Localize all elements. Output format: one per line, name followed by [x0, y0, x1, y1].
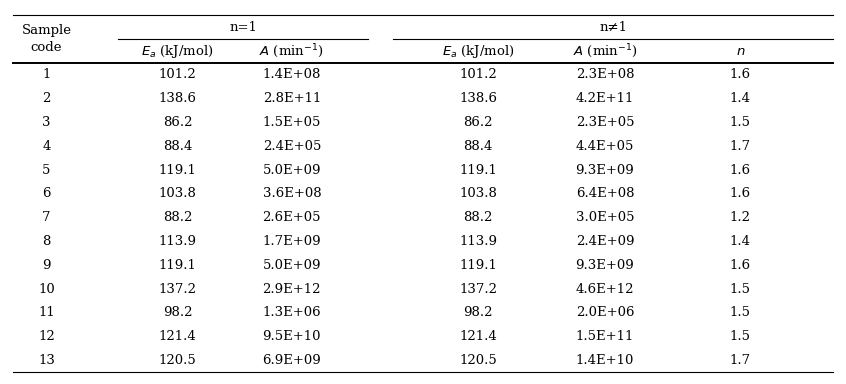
Text: 2.3E+05: 2.3E+05	[575, 116, 634, 129]
Text: 9.5E+10: 9.5E+10	[262, 330, 321, 343]
Text: 2.4E+05: 2.4E+05	[262, 140, 321, 153]
Text: $A$ (min$^{-1}$): $A$ (min$^{-1}$)	[573, 42, 637, 60]
Text: 2.8E+11: 2.8E+11	[262, 92, 321, 105]
Text: $E_a$ (kJ/mol): $E_a$ (kJ/mol)	[141, 43, 214, 60]
Text: 3: 3	[42, 116, 51, 129]
Text: 1.4E+08: 1.4E+08	[262, 68, 321, 81]
Text: 86.2: 86.2	[464, 116, 492, 129]
Text: 1.7E+09: 1.7E+09	[262, 235, 321, 248]
Text: 88.2: 88.2	[163, 211, 192, 224]
Text: 120.5: 120.5	[459, 354, 497, 367]
Text: n=1: n=1	[229, 21, 257, 34]
Text: 119.1: 119.1	[159, 164, 196, 177]
Text: 2.4E+09: 2.4E+09	[575, 235, 634, 248]
Text: n≠1: n≠1	[599, 21, 628, 34]
Text: 2.6E+05: 2.6E+05	[262, 211, 321, 224]
Text: 1.6: 1.6	[730, 187, 750, 200]
Text: 98.2: 98.2	[163, 306, 192, 319]
Text: 1.2: 1.2	[730, 211, 750, 224]
Text: 88.4: 88.4	[464, 140, 492, 153]
Text: 1.6: 1.6	[730, 164, 750, 177]
Text: 119.1: 119.1	[159, 259, 196, 272]
Text: 5.0E+09: 5.0E+09	[262, 259, 321, 272]
Text: 103.8: 103.8	[459, 187, 497, 200]
Text: 4: 4	[42, 140, 51, 153]
Text: $n$: $n$	[735, 45, 745, 58]
Text: 121.4: 121.4	[459, 330, 497, 343]
Text: 119.1: 119.1	[459, 259, 497, 272]
Text: 11: 11	[38, 306, 55, 319]
Text: 120.5: 120.5	[159, 354, 196, 367]
Text: 3.6E+08: 3.6E+08	[262, 187, 321, 200]
Text: 9.3E+09: 9.3E+09	[575, 164, 634, 177]
Text: 1.7: 1.7	[730, 140, 750, 153]
Text: $A$ (min$^{-1}$): $A$ (min$^{-1}$)	[260, 42, 324, 60]
Text: 6.4E+08: 6.4E+08	[575, 187, 634, 200]
Text: 7: 7	[42, 211, 51, 224]
Text: 1.5E+11: 1.5E+11	[575, 330, 634, 343]
Text: 1.5: 1.5	[730, 306, 750, 319]
Text: 2.3E+08: 2.3E+08	[575, 68, 634, 81]
Text: 5.0E+09: 5.0E+09	[262, 164, 321, 177]
Text: $E_a$ (kJ/mol): $E_a$ (kJ/mol)	[442, 43, 514, 60]
Text: 4.2E+11: 4.2E+11	[575, 92, 634, 105]
Text: 1.4E+10: 1.4E+10	[575, 354, 634, 367]
Text: 4.4E+05: 4.4E+05	[575, 140, 634, 153]
Text: 137.2: 137.2	[159, 283, 196, 296]
Text: 86.2: 86.2	[163, 116, 192, 129]
Text: 119.1: 119.1	[459, 164, 497, 177]
Text: 8: 8	[42, 235, 51, 248]
Text: 1.6: 1.6	[730, 68, 750, 81]
Text: 1.5: 1.5	[730, 330, 750, 343]
Text: 1.5: 1.5	[730, 116, 750, 129]
Text: 121.4: 121.4	[159, 330, 196, 343]
Text: 101.2: 101.2	[159, 68, 196, 81]
Text: 1.3E+06: 1.3E+06	[262, 306, 321, 319]
Text: 9: 9	[42, 259, 51, 272]
Text: 1.4: 1.4	[730, 92, 750, 105]
Text: 3.0E+05: 3.0E+05	[575, 211, 634, 224]
Text: 113.9: 113.9	[459, 235, 497, 248]
Text: 113.9: 113.9	[159, 235, 196, 248]
Text: 88.2: 88.2	[464, 211, 492, 224]
Text: 138.6: 138.6	[159, 92, 196, 105]
Text: 6.9E+09: 6.9E+09	[262, 354, 321, 367]
Text: 2: 2	[42, 92, 51, 105]
Text: 101.2: 101.2	[459, 68, 497, 81]
Text: 2.9E+12: 2.9E+12	[262, 283, 321, 296]
Text: 98.2: 98.2	[464, 306, 492, 319]
Text: 103.8: 103.8	[159, 187, 196, 200]
Text: 13: 13	[38, 354, 55, 367]
Text: 88.4: 88.4	[163, 140, 192, 153]
Text: 1.7: 1.7	[730, 354, 750, 367]
Text: 137.2: 137.2	[459, 283, 497, 296]
Text: 9.3E+09: 9.3E+09	[575, 259, 634, 272]
Text: 6: 6	[42, 187, 51, 200]
Text: 12: 12	[38, 330, 55, 343]
Text: 1.5: 1.5	[730, 283, 750, 296]
Text: 1.6: 1.6	[730, 259, 750, 272]
Text: 10: 10	[38, 283, 55, 296]
Text: 138.6: 138.6	[459, 92, 497, 105]
Text: 1.4: 1.4	[730, 235, 750, 248]
Text: 2.0E+06: 2.0E+06	[575, 306, 634, 319]
Text: 1: 1	[42, 68, 51, 81]
Text: 5: 5	[42, 164, 51, 177]
Text: Sample
code: Sample code	[21, 24, 72, 54]
Text: 4.6E+12: 4.6E+12	[575, 283, 634, 296]
Text: 1.5E+05: 1.5E+05	[262, 116, 321, 129]
